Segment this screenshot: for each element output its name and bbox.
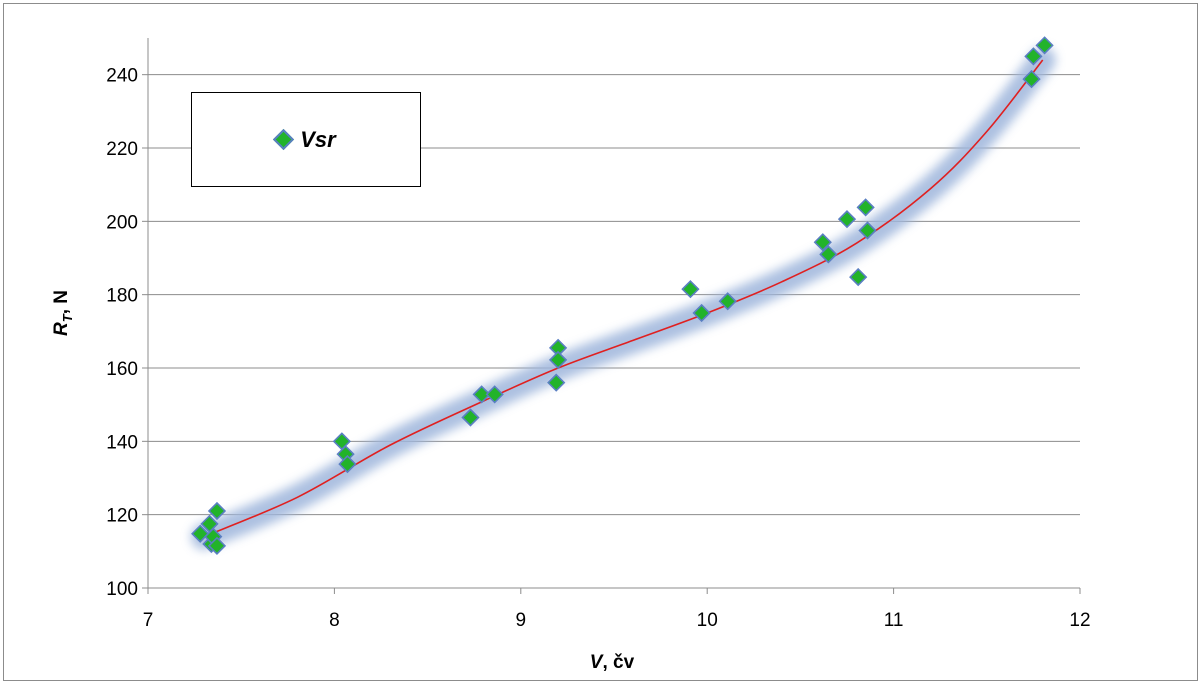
- data-point: [548, 350, 568, 370]
- data-point: [461, 408, 480, 427]
- y-axis-title-sub: T: [60, 313, 75, 322]
- y-tick-label: 220: [106, 139, 138, 160]
- data-point: [338, 454, 357, 474]
- y-tick-label: 240: [106, 66, 138, 87]
- data-point: [1024, 47, 1043, 66]
- y-axis-title-unit: , N: [51, 290, 72, 314]
- data-point: [485, 385, 504, 404]
- x-tick-label: 10: [697, 610, 718, 631]
- data-point: [856, 198, 875, 217]
- data-point: [472, 385, 491, 404]
- data-point: [1022, 69, 1041, 89]
- data-point: [681, 280, 700, 299]
- data-point: [207, 536, 227, 555]
- x-axis-title-unit: , čv: [602, 652, 634, 673]
- data-point: [813, 233, 832, 252]
- data-point: [837, 210, 857, 229]
- x-axis-title: V, čv: [590, 652, 635, 673]
- y-tick-label: 120: [106, 506, 138, 527]
- y-tick-label: 180: [106, 286, 138, 307]
- data-point: [547, 373, 566, 392]
- y-tick-label: 200: [106, 212, 138, 233]
- data-point: [849, 267, 868, 287]
- y-tick-label: 160: [106, 359, 138, 380]
- y-axis-title: RT, N: [51, 290, 75, 336]
- data-points: [191, 36, 1054, 555]
- legend-label: Vsr: [300, 126, 336, 152]
- grid-lines: [148, 74, 1080, 516]
- legend: Vsr: [191, 92, 421, 187]
- data-point: [718, 292, 737, 311]
- data-point: [692, 303, 711, 323]
- y-tick-label: 140: [106, 432, 138, 453]
- x-axis-title-var: V: [590, 652, 604, 673]
- data-point: [858, 221, 877, 240]
- x-tick-label: 9: [516, 610, 527, 631]
- data-point: [1035, 36, 1054, 55]
- x-tick-label: 7: [143, 610, 154, 631]
- x-tick-label: 8: [329, 610, 340, 631]
- legend-diamond-icon: [273, 128, 295, 151]
- data-point: [819, 245, 838, 264]
- trendline: [203, 59, 1044, 538]
- y-tick-label: 100: [106, 579, 138, 600]
- x-tick-label: 11: [884, 610, 904, 631]
- axes: [142, 38, 1081, 594]
- trend-layer: [190, 47, 1056, 550]
- x-tick-label: 12: [1069, 610, 1090, 631]
- tick-labels: 100 120 140 160 180 200 220 240 7 8 9 10 11 12: [106, 66, 1090, 631]
- data-point: [191, 524, 210, 543]
- data-point: [207, 501, 227, 521]
- y-axis-title-var: R: [51, 322, 72, 336]
